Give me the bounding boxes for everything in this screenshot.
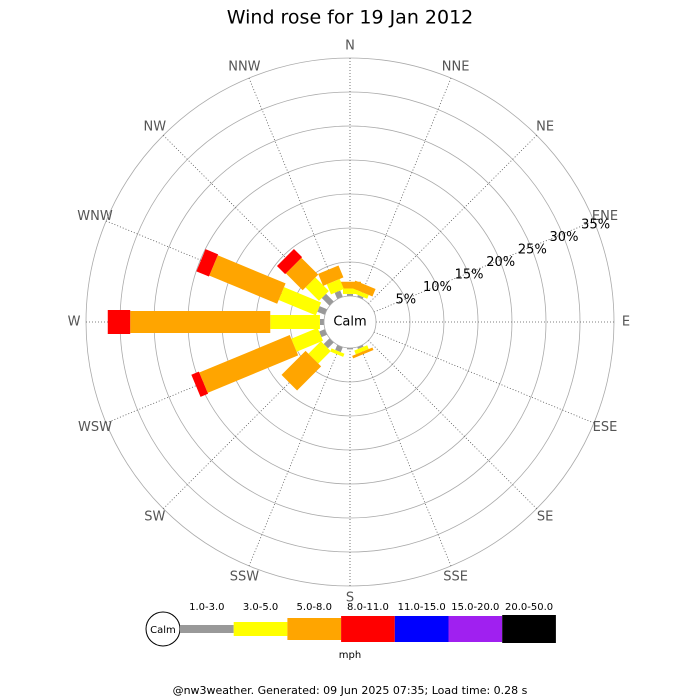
- bar-segment: [318, 265, 344, 286]
- direction-label: E: [622, 315, 630, 330]
- spoke: [373, 220, 595, 313]
- spoke: [368, 340, 537, 509]
- bar-segment: [305, 277, 329, 301]
- direction-label: SSW: [230, 569, 260, 584]
- legend-swatch: [233, 622, 288, 636]
- direction-label: ESE: [593, 420, 618, 435]
- legend-label: 20.0-50.0: [505, 602, 553, 613]
- legend-label: 1.0-3.0: [189, 602, 224, 613]
- bar-segment: [281, 350, 322, 391]
- bar-segment: [276, 248, 303, 275]
- r-tick-label: 15%: [455, 268, 484, 283]
- spoke: [359, 77, 452, 299]
- legend-label: 3.0-5.0: [243, 602, 278, 613]
- bar-segment: [347, 293, 353, 296]
- direction-label: NNW: [228, 60, 260, 75]
- bar-segment: [191, 371, 209, 397]
- spoke: [359, 345, 452, 567]
- legend-swatch: [341, 616, 395, 642]
- bar-segment: [130, 311, 271, 333]
- bar-segment: [330, 348, 345, 357]
- bar-segment: [107, 310, 131, 334]
- direction-label: SE: [537, 510, 553, 525]
- r-tick-label: 5%: [396, 293, 417, 308]
- direction-label: WSW: [78, 420, 112, 435]
- bar-segment: [308, 341, 331, 364]
- direction-label: NW: [144, 119, 167, 134]
- bar-segment: [354, 289, 369, 299]
- direction-label: SW: [144, 510, 165, 525]
- calm-label: Calm: [333, 315, 366, 330]
- bar-segment: [209, 255, 286, 304]
- legend-swatch: [502, 615, 556, 643]
- bar-segment: [317, 306, 328, 315]
- bar-segment: [354, 345, 369, 355]
- chart-title: Wind rose for 19 Jan 2012: [227, 7, 474, 29]
- legend-label: 8.0-11.0: [347, 602, 389, 613]
- r-tick-label: 20%: [486, 255, 515, 270]
- bar-segment: [291, 327, 324, 352]
- legend-swatch: [180, 625, 234, 633]
- bar-segment: [278, 287, 322, 316]
- bar-segment: [326, 278, 344, 295]
- calm-circle: [323, 295, 377, 349]
- bar-segment: [321, 293, 334, 306]
- bar-segment: [357, 344, 364, 350]
- legend-swatch: [448, 616, 503, 642]
- bar-segment: [319, 319, 324, 325]
- legend-label: 5.0-8.0: [297, 602, 332, 613]
- bar-segment: [270, 315, 320, 329]
- bar-segment: [334, 290, 343, 300]
- legend-label: 11.0-15.0: [398, 602, 446, 613]
- direction-label: NE: [536, 119, 554, 134]
- legend-unit: mph: [339, 650, 361, 661]
- direction-label: NNE: [442, 60, 470, 75]
- bar-segment: [199, 335, 299, 393]
- legend-swatch: [287, 618, 342, 640]
- spoke: [368, 135, 537, 304]
- legend-label: 15.0-20.0: [451, 602, 499, 613]
- r-tick-label: 35%: [581, 218, 610, 233]
- bar-segment: [323, 338, 334, 349]
- legend-swatch: [394, 616, 449, 642]
- r-tick-label: 25%: [518, 243, 547, 258]
- direction-label: SSE: [443, 569, 468, 584]
- legend-calm-label: Calm: [150, 625, 176, 636]
- spoke: [248, 77, 341, 299]
- direction-label: N: [345, 39, 355, 54]
- bar-segment: [285, 257, 319, 291]
- direction-label: WNW: [77, 209, 113, 224]
- bar-segment: [319, 329, 328, 338]
- spoke: [248, 345, 341, 567]
- direction-label: ENE: [592, 209, 618, 224]
- bar-segment: [352, 347, 374, 359]
- direction-label: W: [68, 315, 81, 330]
- bar-segment: [343, 288, 357, 294]
- spoke: [373, 331, 595, 424]
- r-tick-label: 30%: [550, 230, 579, 245]
- r-tick-label: 10%: [423, 280, 452, 295]
- bar-segment: [196, 249, 219, 277]
- bar-segment: [357, 294, 364, 300]
- bar-segment: [352, 280, 376, 297]
- footer: @nw3weather. Generated: 09 Jun 2025 07:3…: [173, 684, 528, 697]
- direction-label: S: [346, 591, 354, 606]
